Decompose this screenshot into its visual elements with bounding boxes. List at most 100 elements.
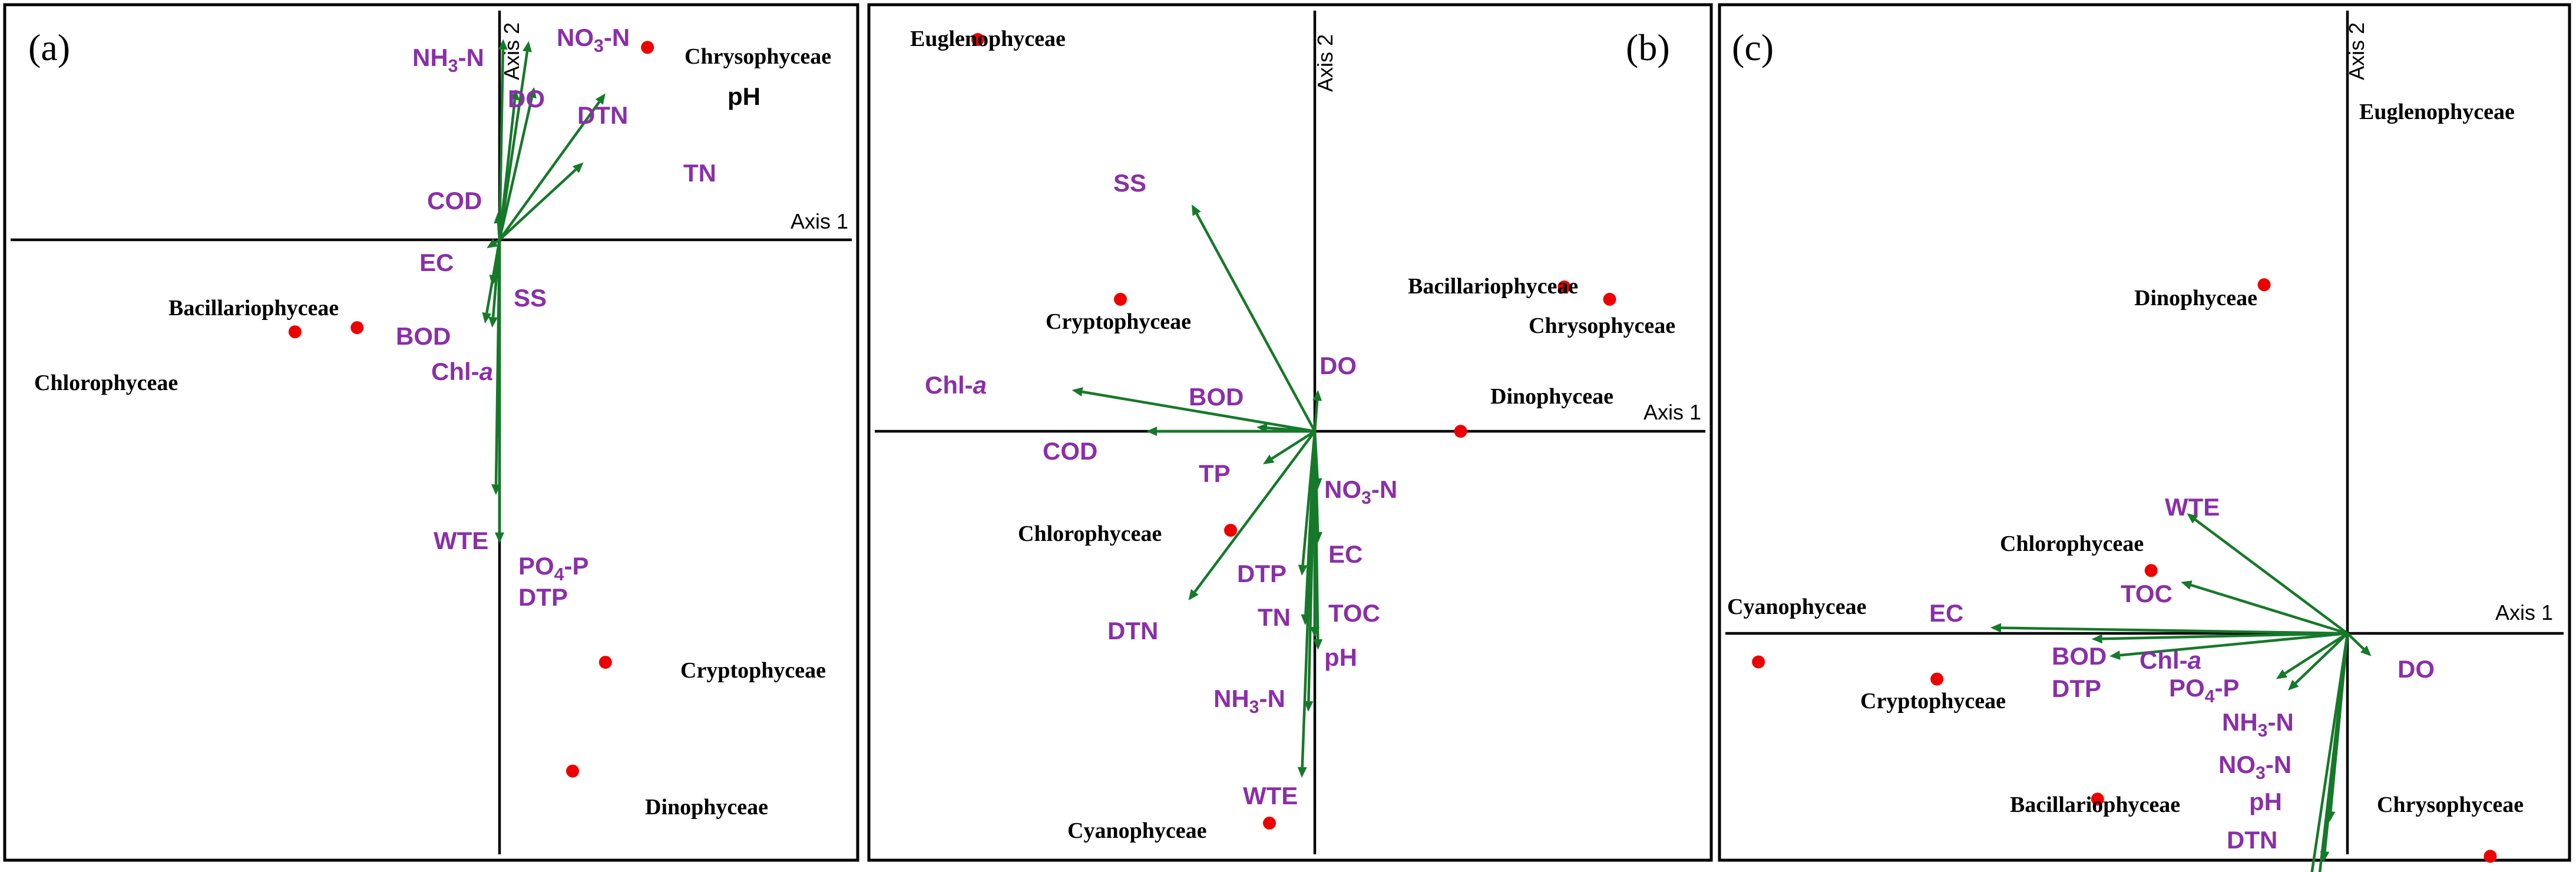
env-label-dtn: DTN bbox=[2227, 826, 2277, 854]
vector-po4-p bbox=[2288, 632, 2349, 691]
env-label-chl-a: Chl-a bbox=[925, 371, 987, 399]
vector-shaft bbox=[498, 49, 505, 240]
group-point bbox=[1263, 817, 1276, 830]
group-point bbox=[566, 764, 579, 778]
vector-shaft bbox=[497, 223, 501, 240]
env-label-ph: pH bbox=[728, 82, 760, 110]
group-chlorophyceae: Chlorophyceae bbox=[34, 325, 302, 395]
group-label: Dinophyceae bbox=[645, 795, 768, 820]
axis-1-label: Axis 1 bbox=[2495, 600, 2553, 625]
group-cryptophyceae: Cryptophyceae bbox=[1860, 672, 2006, 714]
vector-dtn bbox=[1188, 430, 1316, 600]
vector-toc bbox=[2181, 580, 2348, 635]
group-point bbox=[1752, 655, 1765, 669]
env-label-do: DO bbox=[1320, 352, 1357, 379]
vector-cod bbox=[494, 212, 504, 240]
env-label-no3-n: NO3-N bbox=[2218, 751, 2291, 783]
group-point bbox=[971, 33, 984, 46]
vector-arrowhead bbox=[498, 39, 508, 50]
vector-arrowhead bbox=[1146, 427, 1157, 436]
group-dinophyceae: Dinophyceae bbox=[1454, 384, 1613, 438]
group-label: Cryptophyceae bbox=[680, 658, 826, 683]
vector-wte bbox=[1297, 431, 1317, 778]
vector-tn bbox=[498, 162, 584, 241]
env-label-dtn: DTN bbox=[577, 101, 628, 129]
group-chlorophyceae: Chlorophyceae bbox=[1018, 521, 1237, 546]
vector-arrowhead bbox=[572, 162, 584, 173]
group-label: Chrysophyceae bbox=[1529, 313, 1675, 338]
vector-shaft bbox=[2190, 583, 2348, 635]
vector-arrowhead bbox=[488, 316, 498, 328]
panel-frame bbox=[867, 3, 1713, 862]
vector-ph bbox=[2318, 633, 2349, 872]
vector-arrowhead bbox=[2181, 580, 2193, 590]
vector-arrowhead bbox=[1192, 204, 1201, 216]
group-label: Cyanophyceae bbox=[1727, 594, 1866, 619]
vector-shaft bbox=[2194, 518, 2349, 635]
group-point bbox=[2091, 792, 2104, 806]
group-point bbox=[288, 325, 302, 339]
env-label-tn: TN bbox=[1258, 603, 1291, 631]
vector-arrowhead bbox=[495, 532, 504, 543]
group-point bbox=[598, 656, 612, 669]
group-chrysophyceae: Chrysophyceae bbox=[641, 41, 831, 69]
env-label-do: DO bbox=[2398, 655, 2435, 683]
axis-2-label: Axis 2 bbox=[1313, 34, 1337, 92]
group-label: Cryptophyceae bbox=[1046, 309, 1191, 334]
panel-label: (b) bbox=[1626, 27, 1670, 68]
panel-label: (a) bbox=[28, 27, 70, 68]
vector-wte bbox=[2187, 513, 2349, 635]
env-label-cod: COD bbox=[427, 187, 482, 214]
group-point bbox=[1224, 524, 1237, 537]
axis-2-label: Axis 2 bbox=[2344, 22, 2369, 80]
env-label-ph: pH bbox=[1324, 643, 1357, 671]
vector-shaft bbox=[2346, 632, 2365, 650]
group-cryptophyceae: Cryptophyceae bbox=[1046, 293, 1191, 334]
group-label: Euglenophyceae bbox=[2359, 100, 2515, 124]
group-point bbox=[1114, 293, 1127, 306]
env-label-wte: WTE bbox=[1243, 782, 1298, 810]
vector-arrowhead bbox=[2109, 650, 2121, 660]
vector-dtn bbox=[2310, 633, 2349, 872]
vector-arrowhead bbox=[2288, 679, 2299, 691]
panel-frame bbox=[3, 3, 859, 862]
group-point bbox=[2144, 564, 2158, 577]
vector-shaft bbox=[1082, 390, 1315, 433]
group-chlorophyceae: Chlorophyceae bbox=[2000, 531, 2158, 577]
group-cyanophyceae: Cyanophyceae bbox=[1067, 817, 1276, 843]
env-label-dtp: DTP bbox=[518, 583, 568, 611]
group-cryptophyceae: Cryptophyceae bbox=[598, 656, 826, 683]
env-label-tp: TP bbox=[1199, 460, 1231, 487]
vector-dtp bbox=[2109, 632, 2348, 660]
env-label-no3-n: NO3-N bbox=[557, 24, 630, 56]
vector-shaft bbox=[2000, 626, 2348, 635]
vector-shaft bbox=[1301, 431, 1317, 768]
vector-arrowhead bbox=[2187, 513, 2198, 524]
vector-shaft bbox=[1313, 400, 1319, 432]
env-label-do: DO bbox=[508, 85, 545, 113]
vector-do bbox=[1312, 390, 1322, 432]
panel-label: (c) bbox=[1732, 27, 1774, 68]
vector-shaft bbox=[498, 97, 534, 240]
vector-shaft bbox=[2284, 632, 2349, 675]
group-label: Chlorophyceae bbox=[34, 371, 178, 395]
group-point bbox=[2257, 278, 2271, 292]
group-label: Chrysophyceae bbox=[2377, 792, 2524, 817]
group-point bbox=[1454, 425, 1467, 438]
vector-shaft bbox=[1195, 213, 1316, 432]
env-label-ec: EC bbox=[1929, 599, 1963, 627]
group-chrysophyceae: Chrysophyceae bbox=[2377, 792, 2524, 863]
vector-cod bbox=[1146, 427, 1315, 436]
env-label-dtp: DTP bbox=[2052, 675, 2101, 702]
vector-po4-p-dtp bbox=[495, 240, 504, 543]
vector-ss bbox=[1192, 204, 1316, 432]
vector-arrowhead bbox=[2091, 634, 2102, 644]
axis-1-label: Axis 1 bbox=[791, 209, 848, 233]
env-label-cod: COD bbox=[1043, 437, 1097, 465]
group-point bbox=[1930, 672, 1944, 686]
vector-arrowhead bbox=[1313, 639, 1323, 650]
vector-shaft bbox=[2318, 633, 2349, 872]
group-euglenophyceae: Euglenophyceae bbox=[910, 27, 1066, 51]
env-label-ph: pH bbox=[2249, 788, 2282, 815]
